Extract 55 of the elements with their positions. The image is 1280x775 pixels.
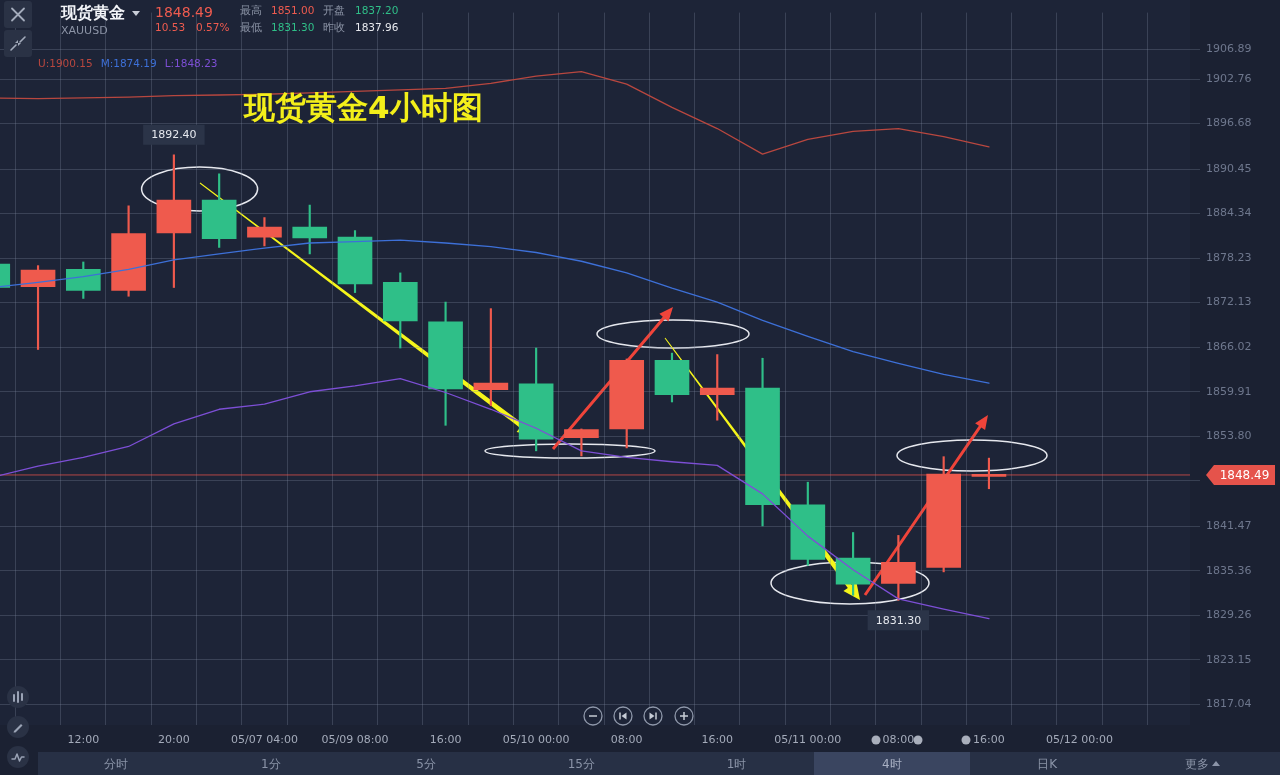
text: 5分 bbox=[416, 756, 436, 771]
x-tick-label: 05/12 00:00 bbox=[1046, 733, 1113, 747]
x-tick-label: 08:00 bbox=[610, 733, 643, 747]
annotation: 最高 bbox=[240, 4, 262, 16]
x-tick-label: 05/11 00:00 bbox=[774, 733, 842, 747]
x-tick-label: 05/10 00:00 bbox=[502, 733, 570, 747]
x-tick-label: 05/09 08:00 bbox=[321, 733, 389, 747]
x-tick-label: 16:00 bbox=[701, 733, 734, 747]
text: L:1848.23 bbox=[164, 57, 218, 69]
annotation: 开盘 bbox=[323, 4, 345, 16]
text: 更多 bbox=[1184, 756, 1209, 771]
text: 4时 bbox=[882, 756, 902, 771]
x-tick-label: 16:00 bbox=[973, 733, 1005, 747]
y-tick-label: 1872.13 bbox=[1206, 295, 1252, 309]
annotation: XAUUSD bbox=[61, 24, 108, 37]
annotation: 1831.30 bbox=[271, 21, 315, 33]
ref-line-label: 1848.49 bbox=[1219, 467, 1270, 482]
y-tick-label: 1835.36 bbox=[1206, 563, 1252, 577]
x-tick-label: 12:00 bbox=[67, 733, 100, 747]
text: 1时 bbox=[726, 756, 747, 771]
y-tick-label: 1884.34 bbox=[1206, 206, 1252, 220]
y-tick-label: 1906.89 bbox=[1206, 41, 1252, 55]
annotation: 1848.49 bbox=[155, 4, 213, 20]
text: 分时 bbox=[103, 756, 128, 771]
annotation: 0.57% bbox=[196, 21, 230, 33]
text: 日K bbox=[1037, 756, 1058, 771]
annotation: 1837.96 bbox=[355, 21, 399, 33]
text: 1分 bbox=[261, 756, 281, 771]
y-tick-label: 1866.02 bbox=[1206, 340, 1252, 353]
text: 现货黄金4小时图 bbox=[244, 89, 483, 125]
text: U:1900.15 bbox=[38, 57, 93, 69]
annotation: 昨收 bbox=[323, 21, 345, 33]
annotation: 10.53 bbox=[155, 21, 186, 33]
y-tick-label: 1890.45 bbox=[1206, 161, 1252, 175]
text: M:1874.19 bbox=[100, 57, 157, 69]
x-tick-label: 20:00 bbox=[158, 733, 190, 747]
annotation: 现货黄金 bbox=[61, 3, 125, 22]
annotation: 最低 bbox=[240, 21, 262, 33]
annotation: 1851.00 bbox=[271, 4, 315, 16]
x-tick-label: 05/07 04:00 bbox=[230, 733, 298, 747]
y-tick-label: 1896.68 bbox=[1206, 116, 1252, 130]
y-tick-label: 1902.76 bbox=[1206, 72, 1252, 86]
y-tick-label: 1878.23 bbox=[1206, 250, 1252, 264]
annotation: 1837.20 bbox=[355, 4, 399, 16]
y-tick-label: 1823.15 bbox=[1206, 652, 1252, 666]
y-tick-label: 1853.80 bbox=[1206, 429, 1252, 443]
annotation: 1892.40 bbox=[151, 128, 197, 142]
y-tick-label: 1829.26 bbox=[1206, 608, 1252, 622]
x-tick-label: 08:00 bbox=[882, 733, 915, 747]
y-tick-label: 1817.04 bbox=[1206, 697, 1252, 711]
x-tick-label: 16:00 bbox=[429, 733, 462, 747]
y-tick-label: 1841.47 bbox=[1206, 519, 1252, 533]
text: 15分 bbox=[567, 756, 596, 771]
annotation: 1831.30 bbox=[875, 613, 922, 627]
y-tick-label: 1859.91 bbox=[1206, 384, 1252, 398]
